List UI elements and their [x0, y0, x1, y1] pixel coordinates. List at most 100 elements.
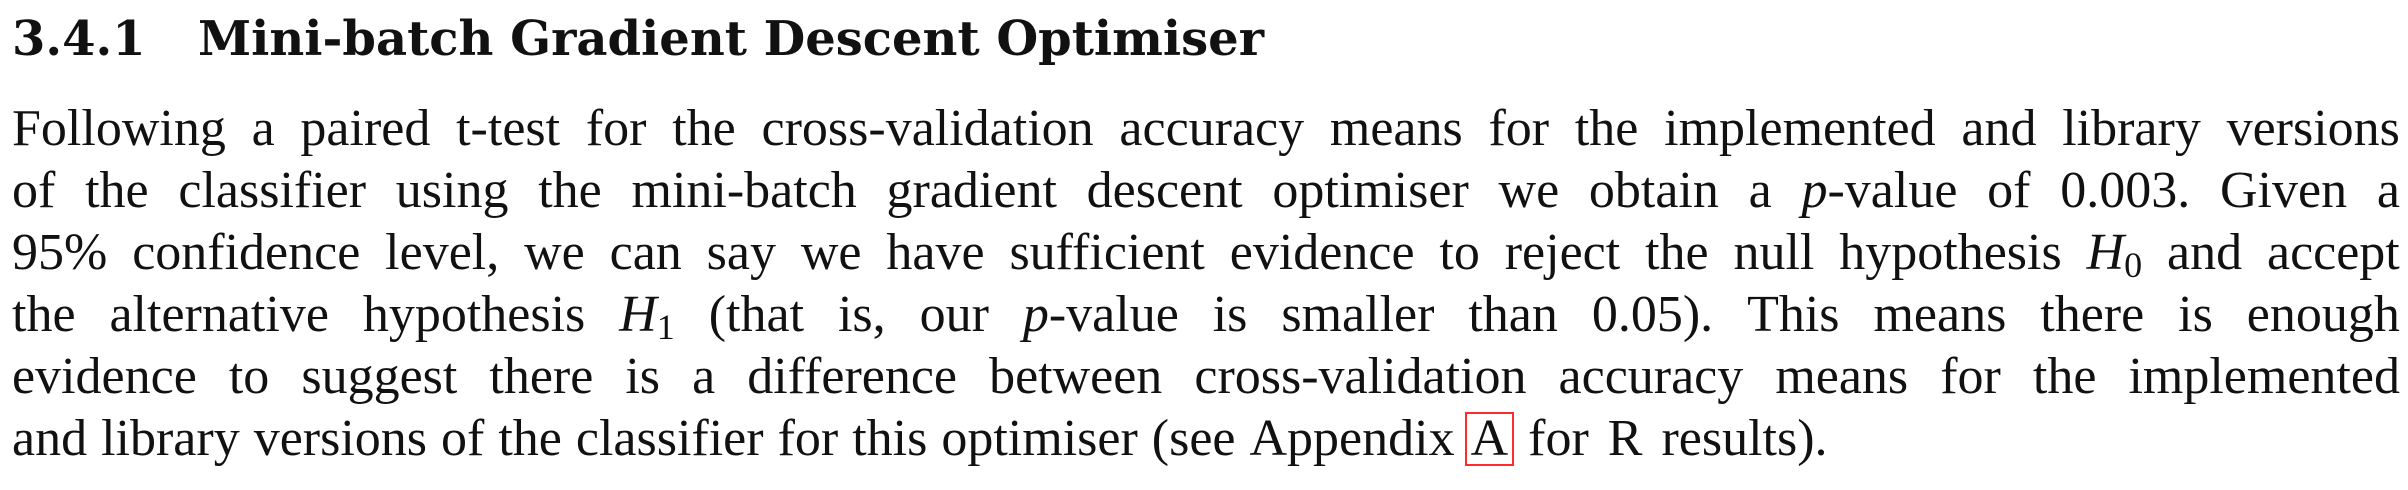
appendix-link[interactable]: A: [1464, 412, 1515, 466]
word: say: [706, 224, 776, 281]
word: mini-batch: [631, 162, 857, 219]
word: optimiser: [941, 410, 1138, 467]
word: and: [2167, 224, 2243, 281]
word: versions: [253, 410, 428, 467]
word: 95%: [12, 224, 108, 281]
word: suggest: [301, 348, 458, 405]
word: to: [228, 348, 270, 405]
word: our: [919, 286, 989, 343]
word: than: [1468, 286, 1558, 343]
word: for: [777, 410, 839, 467]
section-title: Mini-batch Gradient Descent Optimiser: [198, 11, 1264, 67]
word: evidence: [12, 348, 197, 405]
word: obtain: [1588, 162, 1719, 219]
word: is: [1212, 286, 1248, 343]
word: library: [101, 410, 240, 467]
null-hypothesis-symbol: H0: [2086, 224, 2143, 285]
paragraph-line-5: evidence to suggest there is a difference betwe…: [12, 346, 2400, 408]
word: Given: [2220, 162, 2348, 219]
word: between: [989, 348, 1163, 405]
word: of: [12, 162, 56, 219]
word: can: [609, 224, 682, 281]
word: accuracy: [1119, 100, 1305, 157]
word: this: [852, 410, 928, 467]
p-value-term: p-value: [1801, 162, 1958, 219]
paragraph-line-3: 95% confidence level, we can say we have suffici…: [12, 222, 2400, 284]
paragraph-line-6: and library versions of the classifier for this…: [12, 408, 2400, 470]
word: for: [1488, 100, 1550, 157]
word: means: [1873, 286, 2007, 343]
word: sufficient: [1009, 224, 1205, 281]
word: is,: [837, 286, 886, 343]
word: the: [538, 162, 602, 219]
word: cross-validation: [1194, 348, 1527, 405]
word: of: [1987, 162, 2031, 219]
section-heading: 3.4.1 Mini-batch Gradient Descent Optimi…: [12, 4, 1264, 74]
word: the: [672, 100, 736, 157]
word: the: [1574, 100, 1639, 157]
word: Following: [12, 100, 226, 157]
word: to: [1439, 224, 1480, 281]
word: we: [1498, 162, 1560, 219]
word: the: [12, 286, 76, 343]
word: cross-validation: [761, 100, 1094, 157]
word: a: [2376, 162, 2400, 219]
word: the: [1645, 224, 1709, 281]
word: alternative: [109, 286, 329, 343]
word: null: [1733, 224, 1815, 281]
paragraph-line-2: of the classifier using the mini-batch gradien…: [12, 160, 2400, 222]
word: (that: [708, 286, 805, 343]
word: using: [395, 162, 509, 219]
word: is: [2178, 286, 2213, 343]
word: classifier: [575, 410, 764, 467]
word: (see: [1151, 410, 1236, 467]
word: we: [800, 224, 862, 281]
word: have: [886, 224, 985, 281]
word: there: [2040, 286, 2145, 343]
word: enough: [2246, 286, 2400, 343]
word: a: [692, 348, 716, 405]
word: gradient: [886, 162, 1057, 219]
paragraph-line-4: the alternative hypothesis H1 (that is, our p-v…: [12, 284, 2400, 346]
word: means: [1329, 100, 1463, 157]
word: hypothesis: [1839, 224, 2062, 281]
section-number: 3.4.1: [12, 11, 146, 67]
word: 0.05).: [1591, 286, 1714, 343]
word: Appendix: [1249, 410, 1455, 467]
alternative-hypothesis-symbol: H1: [619, 286, 675, 347]
word: library: [2062, 100, 2201, 157]
word: reject: [1504, 224, 1621, 281]
p-value-term: p-value: [1022, 286, 1179, 343]
word: there: [489, 348, 594, 405]
word: evidence: [1229, 224, 1415, 281]
word: implemented: [1664, 100, 1936, 157]
word: a: [251, 100, 275, 157]
word: the: [498, 410, 562, 467]
paragraph-line-1: Following a paired t-test for the cross-valida…: [12, 98, 2400, 160]
word: of: [441, 410, 485, 467]
word: versions: [2226, 100, 2400, 157]
word: difference: [747, 348, 958, 405]
word: the: [2032, 348, 2097, 405]
word: level,: [385, 224, 500, 281]
word: accept: [2266, 224, 2400, 281]
word: we: [524, 224, 585, 281]
word: a: [1748, 162, 1772, 219]
word: for: [1940, 348, 2001, 405]
body-paragraph: Following a paired t-test for the cross-valida…: [12, 98, 2400, 470]
word: paired: [300, 100, 431, 157]
word: classifier: [178, 162, 367, 219]
word: means: [1775, 348, 1909, 405]
sentence-tail: for R results).: [1528, 410, 1828, 467]
word: implemented: [2128, 348, 2400, 405]
word: and: [1961, 100, 2037, 157]
word: and: [12, 410, 88, 467]
word: is: [625, 348, 661, 405]
word: smaller: [1281, 286, 1435, 343]
word: accuracy: [1558, 348, 1744, 405]
word: the: [85, 162, 149, 219]
word: hypothesis: [362, 286, 586, 343]
word: confidence: [132, 224, 361, 281]
word: descent: [1086, 162, 1243, 219]
